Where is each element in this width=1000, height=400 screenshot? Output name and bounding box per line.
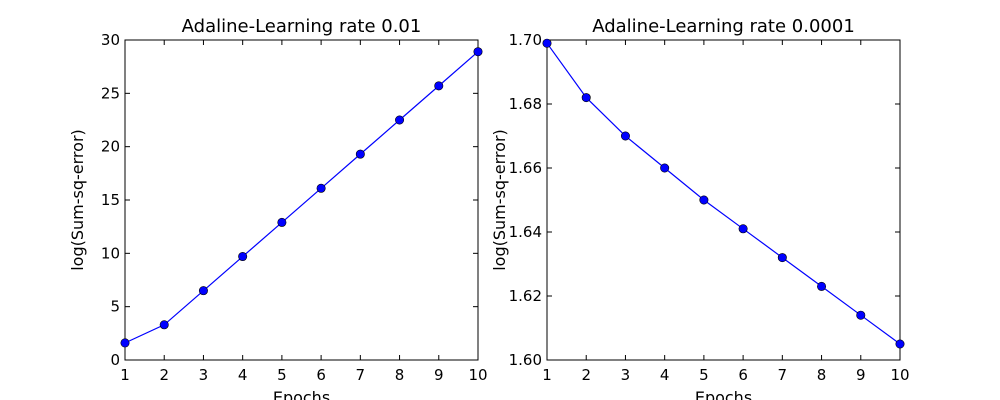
chart-panel-2: Adaline-Learning rate 0.0001 1 2 3 4 5 6 7 8 9 10 1… [490, 16, 910, 400]
x-tick-label: 10 [890, 366, 909, 384]
data-point [895, 339, 905, 349]
y-tick-label: 1.60 [509, 351, 542, 369]
data-point [856, 310, 866, 320]
x-tick-label: 3 [621, 366, 631, 384]
data-point [777, 253, 787, 263]
data-point [581, 93, 591, 103]
data-point [620, 131, 630, 141]
x-tick-label: 8 [817, 366, 827, 384]
x-tick-label: 7 [356, 366, 366, 384]
y-tick-label: 10 [101, 244, 120, 262]
data-point [316, 183, 326, 193]
y-tick-label: 1.62 [509, 287, 542, 305]
y-tick-label: 20 [101, 138, 120, 156]
y-tick-label: 25 [101, 84, 120, 102]
series-line [546, 42, 901, 345]
series-line [124, 51, 479, 344]
data-point [120, 338, 130, 348]
chart-panel-1: Adaline-Learning rate 0.01 1 2 3 4 5 6 7 8 9 10 0 5 1… [68, 16, 488, 400]
data-point [660, 163, 670, 173]
data-point [159, 320, 169, 330]
y-tick-label: 5 [110, 298, 120, 316]
y-tick-label: 30 [101, 31, 120, 49]
x-tick-label: 5 [277, 366, 287, 384]
data-point [738, 224, 748, 234]
x-tick-label: 1 [120, 366, 130, 384]
y-axis-label: log(Sum-sq-error) [68, 129, 87, 271]
y-tick-label: 1.68 [509, 95, 542, 113]
x-tick-label: 5 [699, 366, 709, 384]
data-point [699, 195, 709, 205]
data-point [198, 286, 208, 296]
data-point [542, 38, 552, 48]
x-tick-label: 7 [778, 366, 788, 384]
x-tick-label: 2 [581, 366, 591, 384]
data-point [277, 217, 287, 227]
x-tick-label: 8 [395, 366, 405, 384]
data-point [817, 281, 827, 291]
data-point [238, 252, 248, 262]
data-point [434, 81, 444, 91]
data-point [355, 149, 365, 159]
x-axis-label: Epochs [695, 388, 752, 400]
data-point [473, 47, 483, 57]
x-tick-label: 9 [856, 366, 866, 384]
data-point [395, 115, 405, 125]
plot-frame [124, 39, 479, 361]
y-axis-label: log(Sum-sq-error) [490, 129, 509, 271]
x-tick-label: 9 [434, 366, 444, 384]
y-tick-label: 15 [101, 191, 120, 209]
x-tick-label: 10 [468, 366, 487, 384]
y-tick-label: 0 [110, 351, 120, 369]
y-tick-label: 1.66 [509, 159, 542, 177]
x-tick-label: 1 [542, 366, 552, 384]
x-tick-label: 6 [738, 366, 748, 384]
x-tick-label: 4 [238, 366, 248, 384]
plot-frame [546, 39, 901, 361]
x-axis-label: Epochs [273, 388, 330, 400]
x-tick-label: 4 [660, 366, 670, 384]
y-tick-label: 1.64 [509, 223, 542, 241]
y-tick-label: 1.70 [509, 31, 542, 49]
chart-title: Adaline-Learning rate 0.0001 [592, 16, 855, 37]
x-tick-label: 6 [316, 366, 326, 384]
chart-title: Adaline-Learning rate 0.01 [182, 16, 422, 37]
x-tick-label: 3 [199, 366, 209, 384]
x-tick-label: 2 [159, 366, 169, 384]
